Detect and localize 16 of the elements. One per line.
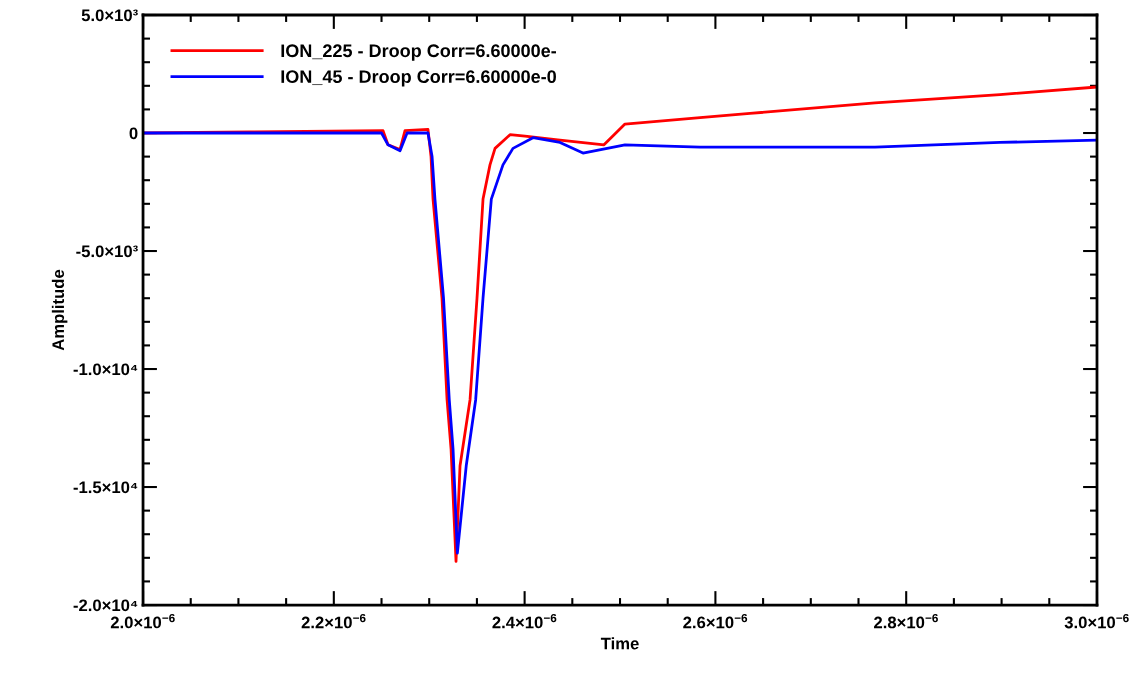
y-tick-label: -1.5×10⁴ — [73, 481, 138, 494]
y-tick-label: 5.0×10³ — [81, 9, 138, 22]
x-tick-label: 2.4×10$^{−6}$ — [492, 613, 557, 629]
x-tick-label: 2.0×10$^{−6}$ — [110, 613, 175, 629]
y-tick-label: -2.0×10⁴ — [73, 599, 138, 612]
y-tick-label: -5.0×10³ — [76, 245, 138, 258]
legend-label: ION_45 - Droop Corr=6.60000e-0 — [281, 70, 556, 87]
y-axis-title: Amplitude — [51, 269, 68, 351]
x-tick-label: 2.6×10$^{−6}$ — [683, 613, 748, 629]
x-axis-title: Time — [600, 637, 639, 650]
x-tick-label: 3.0×10$^{−6}$ — [1064, 613, 1129, 629]
y-tick-label: -1.0×10⁴ — [73, 363, 138, 376]
legend-label: ION_225 - Droop Corr=6.60000e- — [281, 44, 556, 61]
x-tick-label: 2.8×10$^{−6}$ — [874, 613, 938, 629]
y-tick-label: 0 — [129, 127, 138, 140]
x-tick-label: 2.2×10$^{−6}$ — [301, 613, 366, 629]
